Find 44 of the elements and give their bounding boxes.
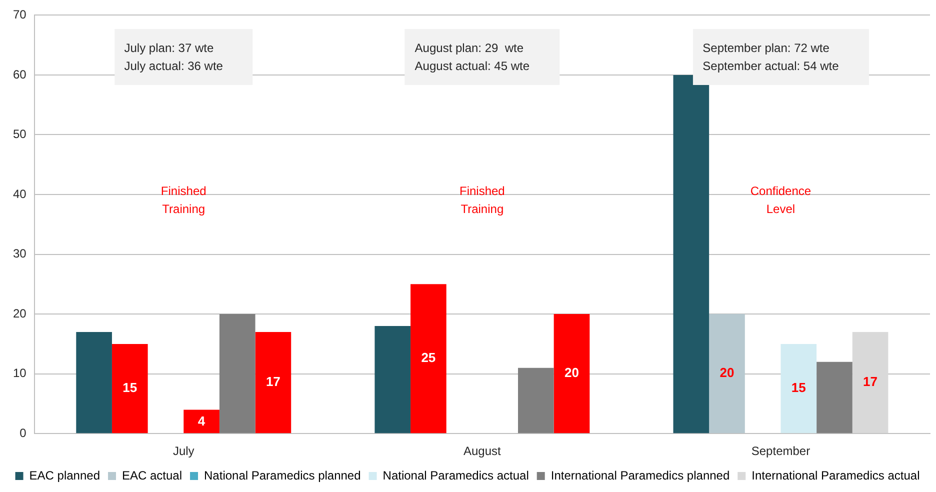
- data-label: 20: [564, 365, 579, 380]
- annotation: Confidence Level: [750, 183, 812, 218]
- data-label: 25: [421, 350, 436, 366]
- note-box: August plan: 29 wte August actual: 45 wte: [404, 29, 560, 86]
- y-tick-label: 60: [12, 67, 27, 82]
- legend-label: International Paramedics planned: [550, 468, 730, 482]
- annotation: Finished Training: [160, 183, 206, 218]
- legend-label: EAC planned: [29, 468, 100, 482]
- bar: [76, 332, 112, 434]
- legend-label: International Paramedics actual: [752, 468, 920, 482]
- y-tick-label: 20: [12, 306, 27, 320]
- data-label: 15: [122, 380, 138, 396]
- data-label: 17: [863, 374, 878, 390]
- bar: [219, 314, 256, 434]
- bar: [112, 344, 148, 434]
- y-tick-label: 70: [12, 8, 27, 22]
- bar: [255, 332, 292, 434]
- bar: [816, 362, 852, 434]
- bar: [374, 326, 411, 434]
- legend-label: EAC actual: [122, 468, 182, 482]
- note-box: July plan: 37 wte July actual: 36 wte: [114, 29, 253, 86]
- bar: [410, 284, 446, 434]
- bar: [852, 332, 888, 434]
- y-tick-label: 0: [20, 426, 27, 440]
- data-label: 20: [720, 365, 734, 380]
- data-label: 4: [198, 413, 206, 428]
- legend-label: National Paramedics actual: [382, 468, 529, 482]
- bar: [554, 314, 590, 434]
- y-tick-label: 40: [12, 186, 27, 201]
- x-tick-label: September: [751, 444, 810, 458]
- data-label: 17: [266, 374, 280, 390]
- bar: [673, 74, 710, 434]
- annotation: Finished Training: [459, 183, 505, 218]
- note-box: September plan: 72 wte September actual: 54 wte: [692, 29, 869, 86]
- x-tick-label: August: [463, 444, 502, 458]
- data-label: 15: [791, 380, 806, 396]
- bar: [518, 368, 554, 434]
- y-tick-label: 30: [12, 246, 27, 261]
- bar: [709, 314, 745, 434]
- y-tick-label: 50: [12, 127, 27, 142]
- bar: [780, 344, 817, 434]
- x-tick-label: July: [172, 444, 194, 458]
- y-tick-label: 10: [12, 366, 27, 380]
- legend-label: National Paramedics planned: [204, 468, 361, 482]
